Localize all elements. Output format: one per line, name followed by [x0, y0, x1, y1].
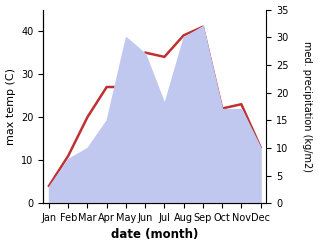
Y-axis label: med. precipitation (kg/m2): med. precipitation (kg/m2) [302, 41, 313, 172]
Y-axis label: max temp (C): max temp (C) [5, 68, 16, 145]
X-axis label: date (month): date (month) [111, 228, 198, 242]
